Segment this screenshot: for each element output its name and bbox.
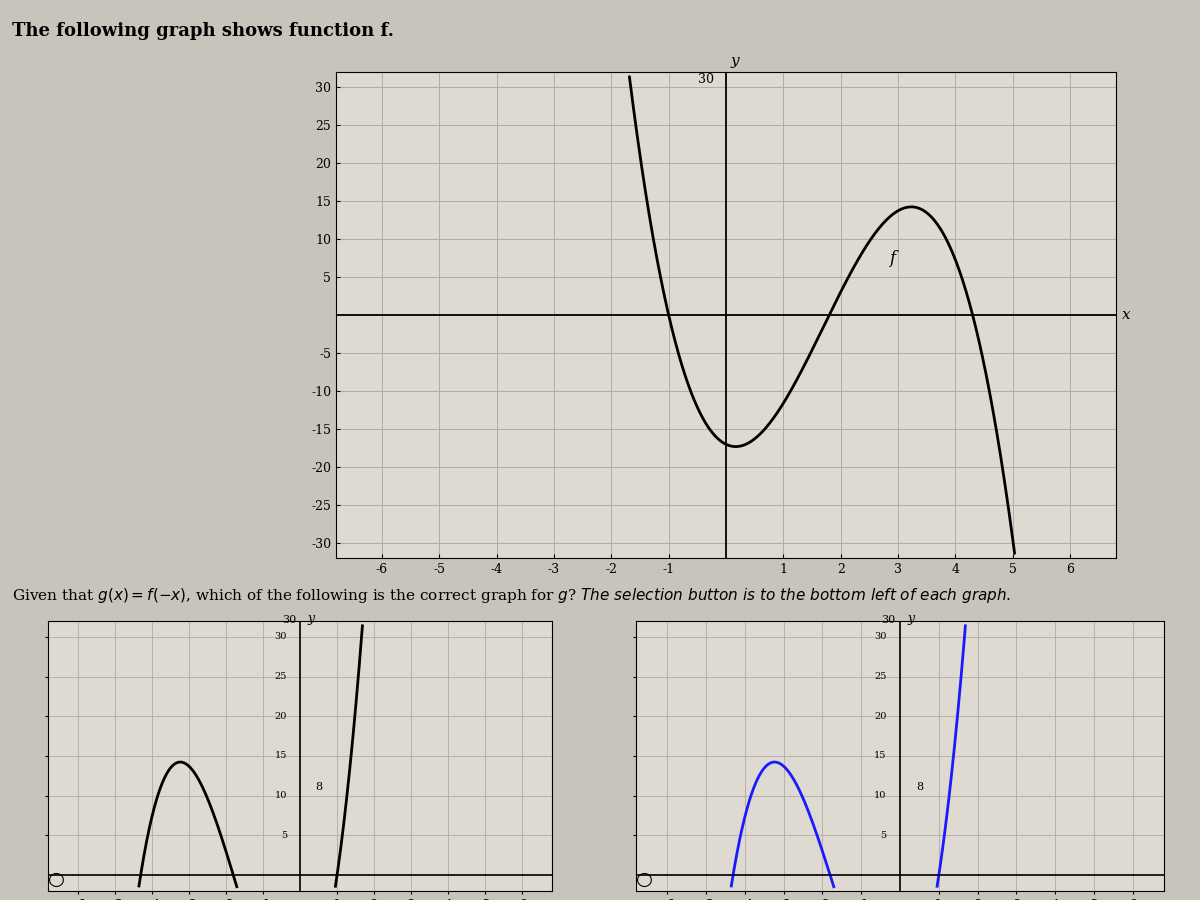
Text: 30: 30 [282, 615, 296, 625]
Text: 8: 8 [314, 782, 322, 792]
Text: y: y [907, 612, 914, 625]
Text: The following graph shows function f.: The following graph shows function f. [12, 22, 394, 40]
Text: 5: 5 [881, 831, 887, 840]
Text: 25: 25 [275, 672, 287, 681]
Text: 15: 15 [275, 752, 287, 760]
Text: ○: ○ [636, 870, 653, 889]
Text: Given that $g(x) = f(-x)$, which of the following is the correct graph for $g$? : Given that $g(x) = f(-x)$, which of the … [12, 586, 1012, 605]
Text: 8: 8 [916, 782, 923, 792]
Text: y: y [731, 54, 739, 68]
Text: 30: 30 [881, 615, 895, 625]
Text: x: x [1122, 308, 1130, 322]
Text: 5: 5 [281, 831, 287, 840]
Text: 10: 10 [275, 791, 287, 800]
Text: 15: 15 [874, 752, 887, 760]
Text: y: y [307, 612, 314, 625]
Text: f: f [889, 249, 895, 266]
Text: 20: 20 [275, 712, 287, 721]
Text: 10: 10 [874, 791, 887, 800]
Text: 20: 20 [874, 712, 887, 721]
Text: 30: 30 [275, 633, 287, 642]
Text: 30: 30 [874, 633, 887, 642]
Text: 30: 30 [698, 73, 714, 86]
Text: ○: ○ [48, 870, 65, 889]
Text: 25: 25 [874, 672, 887, 681]
